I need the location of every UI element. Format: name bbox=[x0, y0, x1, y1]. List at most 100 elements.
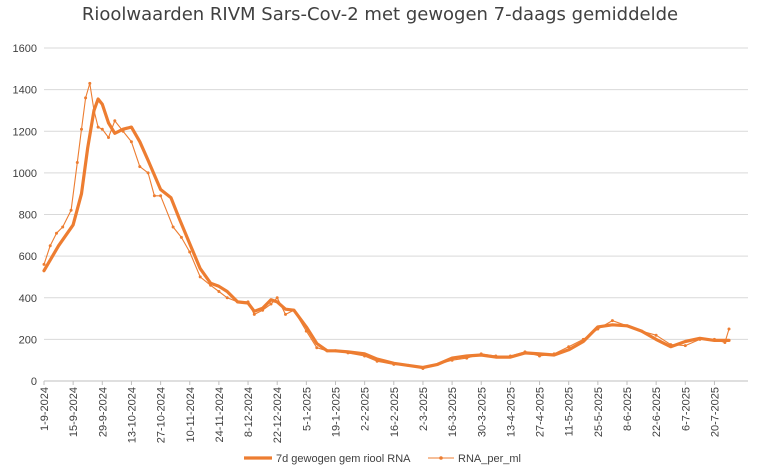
series-point bbox=[625, 324, 629, 328]
x-tick-label: 20-7-2025 bbox=[709, 387, 721, 437]
series-point bbox=[392, 362, 396, 366]
y-tick-label: 200 bbox=[19, 334, 37, 346]
series-point bbox=[217, 290, 221, 293]
series-point bbox=[304, 329, 308, 333]
series-point bbox=[80, 127, 83, 131]
x-tick-label: 22-6-2025 bbox=[651, 387, 663, 437]
series-point bbox=[465, 356, 469, 360]
x-tick-label: 16-3-2025 bbox=[447, 387, 459, 437]
series-point bbox=[538, 354, 541, 358]
x-tick-label: 2-2-2025 bbox=[360, 387, 372, 431]
series-point bbox=[129, 140, 133, 144]
x-tick-label: 8-6-2025 bbox=[622, 387, 634, 431]
series-point bbox=[138, 165, 142, 169]
series-point bbox=[421, 367, 425, 370]
series-layer bbox=[42, 81, 731, 370]
x-tick-label: 25-5-2025 bbox=[593, 387, 605, 437]
x-tick-label: 24-11-2024 bbox=[214, 387, 226, 442]
series-point bbox=[727, 327, 731, 331]
x-tick-label: 8-12-2024 bbox=[243, 387, 255, 437]
x-tick-label: 15-9-2024 bbox=[68, 387, 80, 437]
y-tick-label: 600 bbox=[19, 251, 37, 263]
series-point bbox=[284, 312, 287, 316]
series-point bbox=[406, 363, 410, 367]
x-tick-label: 1-9-2024 bbox=[39, 387, 51, 431]
series-line-smoothed bbox=[42, 97, 731, 370]
series-point bbox=[61, 225, 65, 229]
x-tick-label: 13-10-2024 bbox=[126, 387, 138, 443]
series-point bbox=[179, 235, 183, 239]
series-point bbox=[698, 337, 702, 341]
series-point bbox=[107, 136, 110, 139]
x-tick-label: 29-9-2024 bbox=[97, 387, 109, 437]
chart-title: Rioolwaarden RIVM Sars-Cov-2 met gewogen… bbox=[81, 4, 679, 25]
series-point bbox=[596, 327, 600, 331]
x-tick-label: 10-11-2024 bbox=[185, 387, 197, 442]
series-point bbox=[152, 194, 156, 198]
axis-layer: 0 200 400 600 800 1000 1200 1400 1600 1-9-2024 15-… bbox=[13, 43, 748, 443]
legend-label-rna: RNA_per_ml bbox=[458, 453, 521, 465]
series-point bbox=[146, 171, 150, 175]
series-point bbox=[640, 329, 644, 333]
series-point bbox=[325, 349, 329, 353]
series-point bbox=[69, 208, 73, 212]
y-tick-label: 1200 bbox=[13, 126, 37, 138]
series-point bbox=[712, 337, 716, 341]
series-point bbox=[96, 125, 100, 129]
series-point bbox=[669, 343, 673, 347]
legend-marker-rna bbox=[439, 456, 443, 460]
series-point bbox=[252, 312, 256, 316]
series-point bbox=[225, 296, 229, 300]
series-point bbox=[552, 352, 556, 356]
series-point bbox=[375, 359, 379, 363]
series-point bbox=[55, 231, 58, 235]
series-point bbox=[654, 333, 658, 337]
series-point bbox=[246, 300, 250, 304]
series-point bbox=[171, 225, 175, 229]
x-tick-label: 2-3-2025 bbox=[418, 387, 430, 431]
series-point bbox=[42, 262, 46, 266]
x-tick-label: 5-1-2025 bbox=[301, 387, 313, 431]
y-tick-label: 400 bbox=[19, 293, 37, 305]
series-point bbox=[479, 352, 483, 356]
series-point bbox=[436, 362, 439, 366]
x-tick-label: 11-5-2025 bbox=[564, 387, 576, 436]
legend-layer: 7d gewogen gem riool RNA RNA_per_ml bbox=[244, 453, 521, 465]
series-point bbox=[188, 250, 192, 254]
series-point bbox=[334, 349, 337, 353]
series-point bbox=[84, 96, 88, 100]
series-point bbox=[494, 354, 498, 358]
y-tick-label: 1600 bbox=[13, 43, 37, 55]
series-point bbox=[198, 275, 202, 279]
series-point bbox=[88, 81, 92, 85]
series-point bbox=[121, 129, 125, 133]
x-tick-label: 30-3-2025 bbox=[476, 387, 488, 437]
x-tick-label: 27-10-2024 bbox=[156, 387, 168, 443]
series-point bbox=[159, 194, 163, 198]
series-point bbox=[523, 350, 527, 354]
series-point bbox=[209, 283, 213, 287]
series-point bbox=[100, 127, 104, 131]
series-point bbox=[450, 358, 454, 362]
series-point bbox=[92, 108, 96, 112]
y-tick-label: 1000 bbox=[13, 168, 37, 180]
series-point bbox=[75, 161, 79, 164]
series-point bbox=[292, 308, 296, 312]
series-point bbox=[683, 344, 687, 348]
series-point bbox=[315, 346, 319, 350]
y-tick-label: 800 bbox=[19, 210, 37, 222]
series-point bbox=[261, 308, 265, 312]
series-point bbox=[346, 351, 350, 355]
x-tick-label: 22-12-2024 bbox=[272, 387, 284, 443]
x-tick-label: 19-1-2025 bbox=[331, 387, 343, 437]
y-tick-label: 1400 bbox=[13, 85, 37, 97]
series-point bbox=[113, 119, 117, 123]
series-point bbox=[269, 302, 273, 306]
series-point bbox=[610, 319, 614, 323]
series-point bbox=[723, 341, 727, 344]
series-point bbox=[236, 300, 240, 304]
series-point bbox=[567, 345, 571, 349]
y-tick-label: 0 bbox=[31, 376, 37, 388]
